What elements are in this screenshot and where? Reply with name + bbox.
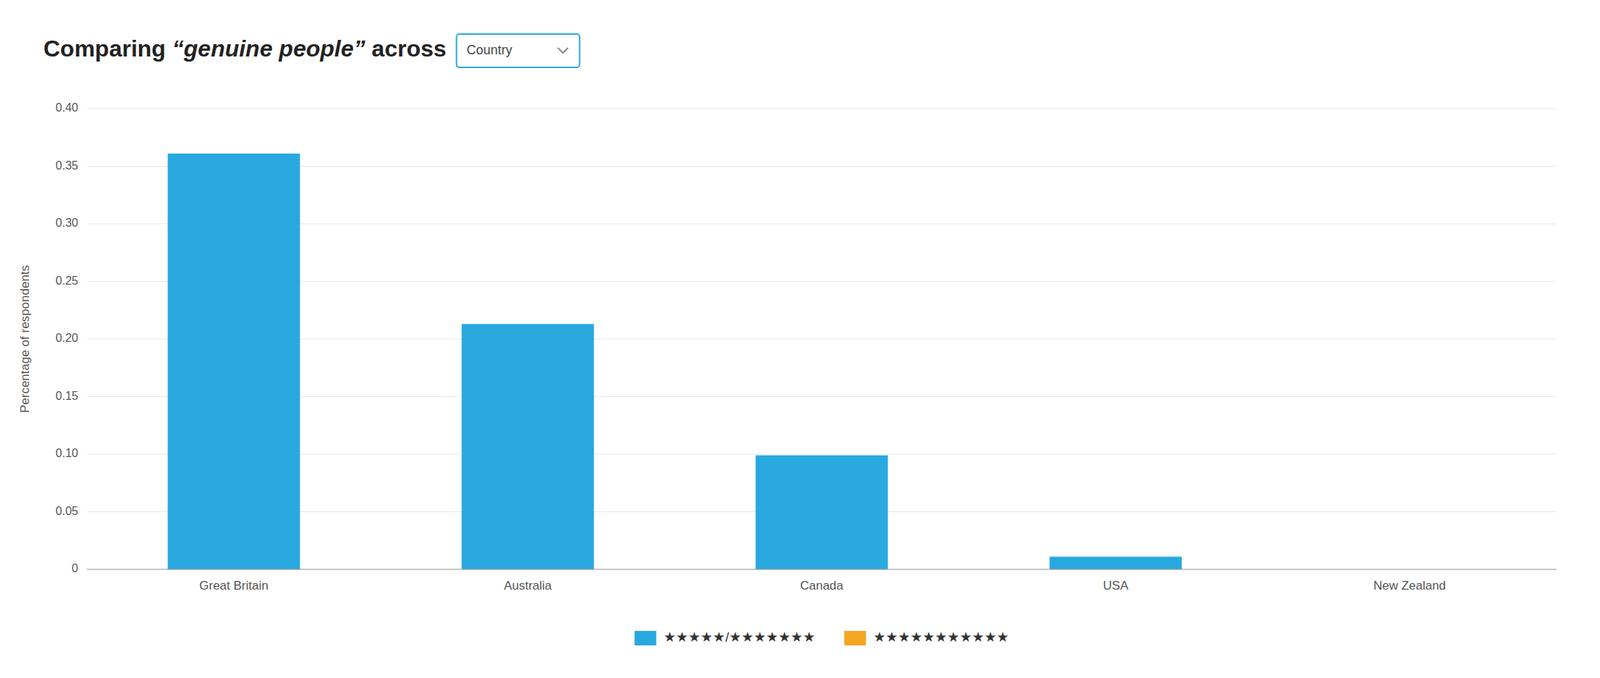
- y-axis-label: Percentage of respondents: [18, 264, 32, 413]
- legend-label: ★★★★★★★★★★★: [873, 629, 1009, 645]
- title-part: “genuine people”: [172, 35, 366, 62]
- grid-line: [86, 338, 1557, 340]
- title-part: Comparing: [43, 35, 173, 62]
- grid-line: [86, 396, 1557, 397]
- y-tick-label: 0.20: [55, 331, 79, 344]
- chart-container: Comparing “genuine people” across Country…: [0, 0, 1600, 678]
- y-grid: [86, 108, 1557, 570]
- x-tick-label: Great Britain: [199, 578, 268, 593]
- bar: [755, 455, 889, 570]
- y-tick-labels: 0 0.05 0.10 0.15 0.20 0.25 0.30 0.35 0.40: [55, 101, 79, 575]
- legend-swatch: [844, 630, 866, 646]
- y-tick-label: 0.35: [55, 159, 79, 172]
- title: Comparing “genuine people” across: [43, 35, 447, 62]
- grid-line: [86, 108, 1557, 110]
- grid-line: [86, 569, 1557, 570]
- legend-item: ★★★★★/★★★★★★★: [634, 629, 816, 646]
- dropdown: Country: [456, 34, 580, 68]
- legend-item: ★★★★★★★★★★★: [844, 629, 1009, 646]
- grid-line: [86, 453, 1557, 455]
- x-axis-line: [86, 569, 1557, 570]
- bar: [167, 153, 301, 570]
- y-tick-label: 0.05: [55, 504, 79, 517]
- title-part: across: [364, 35, 446, 62]
- grid-line: [86, 223, 1557, 225]
- x-tick-label: Canada: [800, 578, 844, 593]
- grid-line: [86, 280, 1557, 282]
- x-tick-label: USA: [1103, 578, 1130, 593]
- bar: [461, 323, 595, 570]
- dropdown-label: Country: [466, 42, 513, 58]
- dropdown-box: [456, 34, 580, 68]
- legend: ★★★★★/★★★★★★★ ★★★★★★★★★★★: [634, 629, 1009, 646]
- background: [0, 0, 1600, 678]
- y-tick-label: 0.15: [55, 389, 79, 402]
- x-tick-labels: Great Britain Australia Canada USA New Zeala…: [199, 578, 1446, 593]
- x-tick-label: New Zealand: [1373, 578, 1446, 593]
- x-tick-label: Australia: [503, 578, 553, 593]
- y-tick-label: 0.30: [55, 216, 79, 229]
- bars: [167, 153, 1183, 570]
- y-tick-label: 0: [71, 561, 79, 575]
- bar: [1049, 556, 1183, 570]
- y-tick-label: 0.25: [55, 274, 79, 287]
- y-tick-label: 0.40: [55, 101, 79, 114]
- dropdown-arrow: [558, 47, 569, 53]
- legend-swatch: [634, 630, 656, 646]
- chart-svg: Comparing “genuine people” across Country…: [0, 0, 1600, 678]
- legend-label: ★★★★★/★★★★★★★: [663, 629, 816, 645]
- grid-line: [86, 165, 1557, 167]
- y-tick-label: 0.10: [55, 446, 79, 460]
